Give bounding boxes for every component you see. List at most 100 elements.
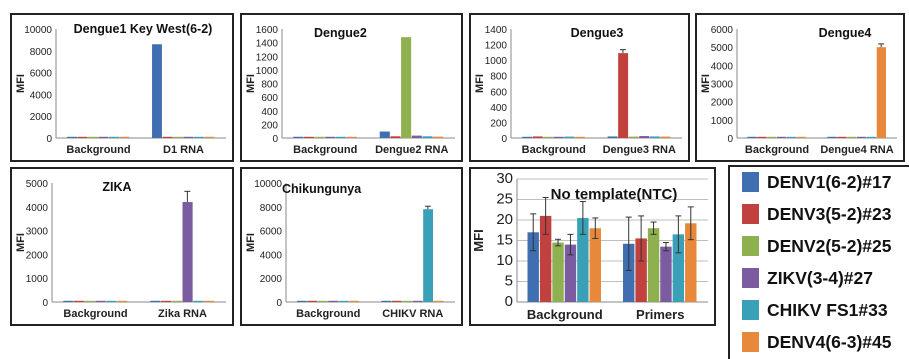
bar	[325, 136, 336, 138]
x-category-label: Background	[296, 308, 360, 320]
bar	[777, 136, 787, 138]
bar	[876, 47, 886, 138]
chart-title: No template(NTC)	[551, 186, 678, 203]
bar	[152, 44, 162, 138]
y-tick-label: 6000	[30, 69, 53, 80]
y-tick-label: 2000	[30, 112, 53, 123]
bar	[63, 300, 74, 302]
legend: DENV1(6-2)#17 DENV3(5-2)#23 DENV2(5-2)#2…	[728, 165, 909, 359]
y-tick-label: 1200	[485, 41, 508, 52]
bar	[522, 136, 533, 138]
bar	[84, 300, 95, 302]
y-tick-label: 1400	[256, 39, 279, 50]
y-tick-label: 8000	[30, 47, 53, 58]
bar	[433, 136, 444, 138]
bar	[647, 228, 660, 302]
y-tick-label: 10	[496, 252, 513, 269]
legend-item: ZIKV(3-4)#27	[742, 264, 873, 292]
bar	[349, 300, 359, 302]
bar	[685, 223, 697, 302]
legend-swatch	[742, 332, 759, 352]
y-tick-label: 200	[261, 120, 278, 131]
bar	[767, 136, 777, 138]
chart-title: Dengue2	[314, 26, 367, 40]
y-axis-label: MFI	[245, 233, 257, 252]
y-tick-label: 5000	[711, 43, 734, 54]
y-tick-label: 1600	[256, 25, 279, 36]
bar	[628, 136, 639, 138]
bar	[607, 136, 618, 138]
legend-item: DENV1(6-2)#17	[742, 168, 892, 196]
bar	[328, 300, 339, 302]
y-tick-label: 400	[490, 103, 507, 114]
bar	[635, 238, 647, 302]
bar	[77, 136, 88, 138]
bar	[346, 136, 357, 138]
legend-swatch	[742, 172, 759, 192]
legend-swatch	[742, 268, 759, 288]
y-axis-label: MFI	[245, 74, 257, 93]
legend-label: DENV2(5-2)#25	[767, 235, 892, 256]
bar	[390, 136, 401, 138]
x-category-label: Background	[293, 144, 357, 156]
y-tick-label: 0	[727, 134, 733, 145]
chart-panel-dengue2: 0 200 400 600 800 1000 1200 1400 1600 MFI Dengue2 B…	[240, 13, 463, 162]
chart-dengue2-svg: 0 200 400 600 800 1000 1200 1400 1600 MFI Dengue2 B…	[245, 25, 455, 156]
chart-panel-zika: 0 1000 2000 3000 4000 5000 MFI ZIKA Background Zi…	[10, 167, 234, 326]
x-category-label: Background	[745, 144, 809, 156]
chart-dengue1-svg: 0 2000 4000 6000 8000 10000 MFI Dengue1 Key Wes…	[15, 22, 226, 156]
y-tick-label: 4000	[260, 250, 283, 261]
bar	[649, 136, 660, 138]
bar	[543, 136, 554, 138]
bar	[98, 136, 109, 138]
x-category-label: Background	[63, 308, 127, 320]
y-tick-label: 3000	[711, 80, 734, 91]
y-tick-label: 600	[490, 87, 507, 98]
x-category-label: CHIKV RNA	[382, 308, 443, 320]
bar	[827, 136, 837, 138]
bar	[193, 300, 204, 302]
bar	[307, 300, 318, 302]
y-tick-label: 0	[272, 134, 278, 145]
y-tick-label: 0	[42, 298, 48, 309]
bar	[527, 232, 539, 302]
y-axis-label: MFI	[471, 229, 486, 251]
chart-dengue3-svg: 0 200 400 600 800 1000 1200 1400 MFI Dengue3 Backg…	[474, 25, 682, 156]
y-tick-label: 4000	[30, 90, 53, 101]
legend-label: ZIKV(3-4)#27	[767, 267, 874, 288]
bar	[747, 136, 757, 138]
bar	[183, 136, 194, 138]
legend-label: DENV3(5-2)#23	[767, 203, 892, 224]
bar	[162, 136, 173, 138]
chart-panel-dengue4: 0 1000 2000 3000 4000 5000 6000 MFI Dengue4 Backg…	[695, 13, 905, 162]
bar	[618, 53, 629, 139]
bar	[335, 136, 346, 138]
x-category-label: Dengue2 RNA	[375, 144, 448, 156]
y-tick-label: 4000	[711, 61, 734, 72]
chart-title: Chikungunya	[282, 182, 362, 196]
bar	[672, 234, 685, 302]
bar	[171, 300, 182, 302]
x-category-label: Dengue3 RNA	[603, 144, 676, 156]
x-category-label: Background	[527, 307, 603, 322]
bar	[423, 209, 433, 302]
chart-chikungunya-svg: 0 2000 4000 6000 8000 10000 MFI Chikungunya Back…	[245, 179, 455, 320]
bar	[539, 215, 552, 302]
bar	[303, 136, 314, 138]
y-tick-label: 1200	[256, 52, 279, 63]
chart-panel-chikungunya: 0 2000 4000 6000 8000 10000 MFI Chikungunya Back…	[240, 167, 463, 326]
bar	[74, 300, 85, 302]
bar	[553, 136, 564, 138]
bar	[391, 300, 402, 302]
bar	[433, 300, 444, 302]
bar	[95, 300, 106, 302]
y-tick-label: 2000	[711, 98, 734, 109]
y-tick-label: 1000	[256, 66, 279, 77]
legend-item: DENV2(5-2)#25	[742, 232, 892, 260]
bar	[786, 136, 797, 138]
bar	[67, 136, 77, 138]
chart-title: ZIKA	[102, 180, 131, 194]
chart-panel-dengue3: 0 200 400 600 800 1000 1200 1400 MFI Dengue3 Backg…	[469, 13, 690, 162]
y-tick-label: 10000	[24, 25, 52, 36]
y-tick-label: 8000	[260, 203, 283, 214]
